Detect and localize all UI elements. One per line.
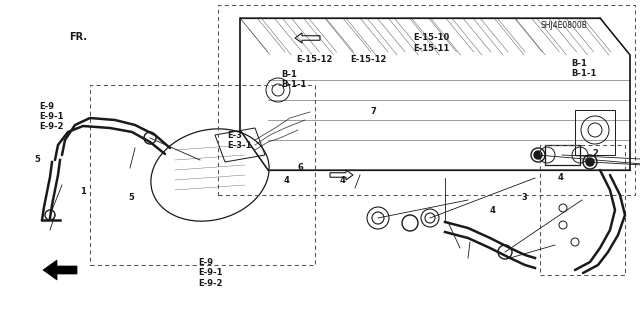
Text: SHJ4E0800B: SHJ4E0800B <box>541 21 588 30</box>
Text: E-9
E-9-1
E-9-2: E-9 E-9-1 E-9-2 <box>198 258 223 288</box>
Text: 5: 5 <box>128 193 134 202</box>
Text: B-1
B-1-1: B-1 B-1-1 <box>572 59 597 78</box>
Text: B-1
B-1-1: B-1 B-1-1 <box>282 70 307 89</box>
Text: E-15-12: E-15-12 <box>296 55 333 63</box>
Text: 4: 4 <box>557 173 563 182</box>
Text: E-9
E-9-1
E-9-2: E-9 E-9-1 E-9-2 <box>40 101 64 131</box>
Polygon shape <box>330 170 353 180</box>
Text: 4: 4 <box>490 206 496 215</box>
Polygon shape <box>295 33 320 43</box>
Text: E-15-12: E-15-12 <box>350 55 387 63</box>
Text: 4: 4 <box>284 176 290 185</box>
Text: 1: 1 <box>80 187 86 196</box>
Circle shape <box>534 151 542 159</box>
Text: E-15-10
E-15-11: E-15-10 E-15-11 <box>413 33 449 53</box>
Text: 2: 2 <box>592 149 598 158</box>
Polygon shape <box>43 260 77 280</box>
Text: 6: 6 <box>298 163 304 172</box>
Text: 4: 4 <box>339 176 346 185</box>
Text: 7: 7 <box>371 107 376 116</box>
Text: 5: 5 <box>34 155 40 164</box>
Circle shape <box>586 158 594 166</box>
Text: 3: 3 <box>522 193 527 202</box>
Text: E-3
E-3-1: E-3 E-3-1 <box>227 131 252 150</box>
Text: FR.: FR. <box>69 32 87 42</box>
